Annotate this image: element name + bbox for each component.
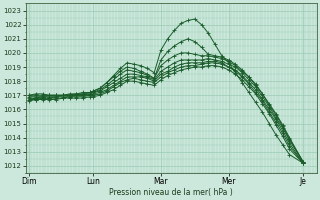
X-axis label: Pression niveau de la mer( hPa ): Pression niveau de la mer( hPa ) [109, 188, 233, 197]
